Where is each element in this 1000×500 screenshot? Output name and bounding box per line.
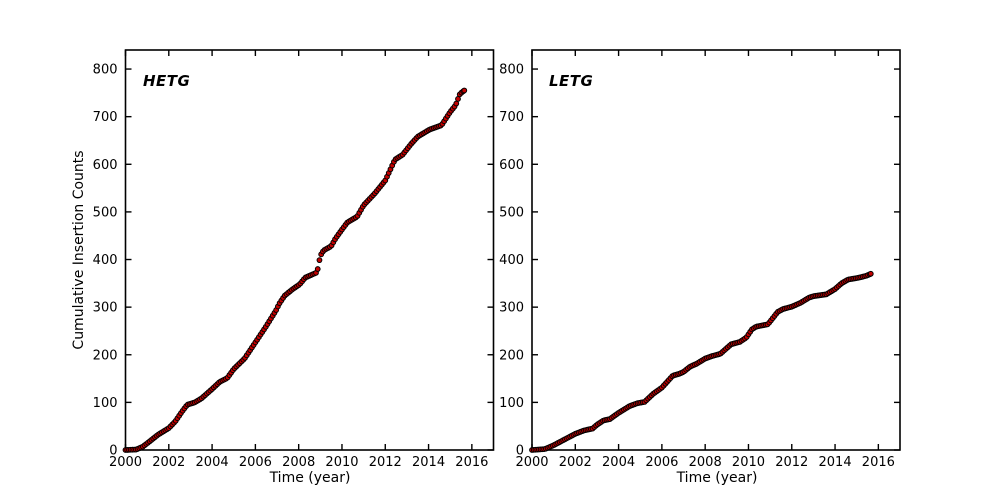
y-tick-label: 400 <box>499 253 524 268</box>
x-tick-label: 2012 <box>775 455 808 470</box>
plot-border-letg <box>531 49 901 451</box>
x-tick-label: 2004 <box>196 455 229 470</box>
x-tick-label: 2006 <box>645 455 678 470</box>
x-tick-label: 2004 <box>602 455 635 470</box>
y-tick-label: 600 <box>93 158 118 173</box>
y-tick-label: 500 <box>93 205 118 220</box>
x-tick-label: 2008 <box>689 455 722 470</box>
panel-label-letg: LETG <box>549 72 594 90</box>
data-series-hetg <box>122 87 468 453</box>
data-point <box>316 257 323 264</box>
y-tick-label: 500 <box>499 205 524 220</box>
data-point <box>461 87 468 94</box>
y-tick-label: 700 <box>93 110 118 125</box>
data-point <box>867 270 874 277</box>
x-tick-label: 2016 <box>862 455 895 470</box>
x-tick-label: 2000 <box>109 455 142 470</box>
x-tick-label: 2002 <box>152 455 185 470</box>
y-tick-label: 200 <box>499 348 524 363</box>
y-tick-label: 0 <box>516 444 524 459</box>
x-tick-label: 2006 <box>239 455 272 470</box>
x-tick-label: 2000 <box>515 455 548 470</box>
y-tick-label: 0 <box>109 444 117 459</box>
y-tick-label: 800 <box>93 63 118 78</box>
y-tick-label: 400 <box>93 253 118 268</box>
y-tick-label: 100 <box>93 396 118 411</box>
x-tick-label: 2010 <box>325 455 358 470</box>
y-tick-label: 100 <box>499 396 524 411</box>
x-tick-label: 2012 <box>369 455 402 470</box>
x-axis-label-letg: Time (year) <box>676 470 758 486</box>
x-tick-label: 2002 <box>559 455 592 470</box>
x-tick-label: 2014 <box>412 455 445 470</box>
y-tick-label: 700 <box>499 110 524 125</box>
y-tick-label: 300 <box>499 301 524 316</box>
panel-label-hetg: HETG <box>143 72 191 90</box>
x-tick-label: 2014 <box>819 455 852 470</box>
data-point <box>314 266 321 272</box>
y-tick-label: 300 <box>93 301 118 316</box>
x-tick-label: 2010 <box>732 455 765 470</box>
data-series-letg <box>529 270 874 453</box>
plot-border-hetg <box>124 49 495 451</box>
y-tick-label: 600 <box>499 158 524 173</box>
x-axis-label-hetg: Time (year) <box>269 470 351 486</box>
y-tick-label: 200 <box>93 348 118 363</box>
y-axis-label: Cumulative Insertion Counts <box>71 150 87 350</box>
x-tick-label: 2008 <box>282 455 315 470</box>
y-tick-label: 800 <box>499 63 524 78</box>
x-tick-label: 2016 <box>455 455 488 470</box>
